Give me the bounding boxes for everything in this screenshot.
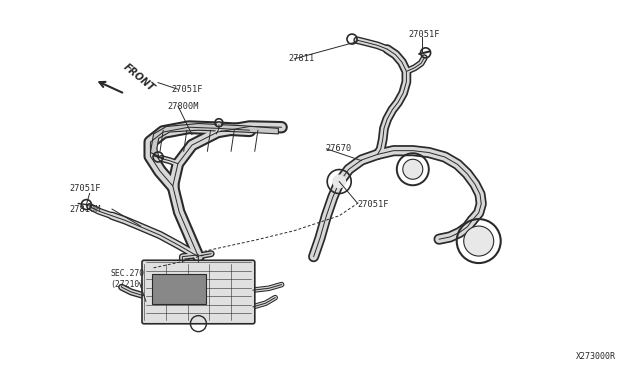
Circle shape [464,226,493,256]
Text: FRONT: FRONT [122,62,156,94]
Text: 27810M: 27810M [69,205,100,214]
Text: X273000R: X273000R [576,352,616,361]
Circle shape [403,159,423,179]
Text: 27670: 27670 [325,144,351,153]
FancyBboxPatch shape [142,260,255,324]
Text: 27800M: 27800M [168,102,199,110]
Polygon shape [150,124,278,156]
Text: 27051F: 27051F [172,85,203,94]
Text: 27051F: 27051F [357,200,388,209]
Text: 27051F: 27051F [69,185,100,193]
Text: 27811: 27811 [288,54,314,63]
Bar [152,274,206,304]
Text: 27051F: 27051F [408,30,440,39]
Text: SEC.270
(27210): SEC.270 (27210) [110,269,144,289]
Circle shape [332,174,346,189]
